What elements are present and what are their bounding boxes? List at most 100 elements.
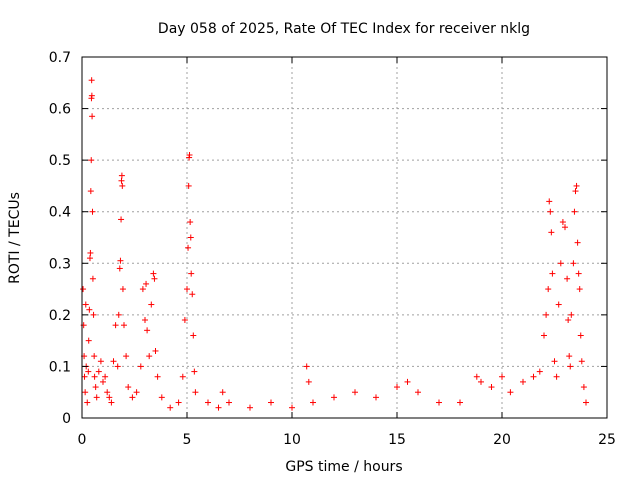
- data-point: [289, 404, 295, 411]
- data-point: [148, 301, 155, 308]
- data-point: [507, 389, 514, 396]
- data-point: [118, 177, 125, 184]
- data-point: [226, 399, 232, 406]
- data-point: [557, 260, 564, 267]
- data-point: [125, 384, 132, 391]
- data-point: [123, 353, 130, 360]
- data-point: [87, 249, 94, 256]
- y-tick-label: 0.6: [49, 102, 71, 118]
- data-point: [536, 368, 543, 375]
- data-point: [188, 270, 195, 277]
- data-point: [190, 332, 197, 339]
- data-point: [108, 399, 115, 406]
- y-tick-label: 0.3: [49, 256, 71, 272]
- data-point: [142, 317, 148, 324]
- data-point: [143, 280, 150, 287]
- data-point: [499, 373, 505, 380]
- data-point: [572, 188, 579, 195]
- x-tick-label: 5: [183, 432, 192, 448]
- data-point: [185, 182, 192, 189]
- data-point: [530, 373, 537, 380]
- data-point: [146, 353, 153, 360]
- data-point: [152, 347, 159, 354]
- data-point: [88, 77, 95, 84]
- data-point: [192, 389, 199, 396]
- data-point: [268, 399, 274, 406]
- data-point: [80, 286, 87, 293]
- data-point: [404, 378, 411, 385]
- data-point: [185, 244, 192, 251]
- data-point: [310, 399, 316, 406]
- data-point: [86, 306, 93, 313]
- data-point: [115, 311, 122, 318]
- x-tick-label: 20: [493, 432, 511, 448]
- data-point: [91, 373, 98, 380]
- data-point: [575, 270, 582, 277]
- data-point: [566, 353, 573, 360]
- data-point: [541, 332, 547, 339]
- data-point: [85, 337, 92, 344]
- data-point: [151, 275, 158, 282]
- plot-frame: [81, 56, 608, 419]
- data-point: [457, 399, 463, 406]
- data-point: [158, 394, 165, 401]
- data-point: [179, 373, 186, 380]
- data-point: [189, 291, 196, 298]
- data-point: [215, 404, 222, 411]
- data-point: [102, 373, 109, 380]
- data-point: [305, 378, 312, 385]
- data-point: [186, 151, 193, 158]
- data-point: [133, 389, 140, 396]
- data-point: [583, 399, 589, 406]
- y-tick-label: 0.2: [49, 308, 71, 324]
- data-point: [520, 378, 526, 385]
- data-point: [373, 394, 379, 401]
- data-point: [84, 399, 91, 406]
- data-point: [144, 327, 151, 334]
- data-point: [119, 286, 126, 293]
- data-point: [129, 394, 136, 401]
- data-point: [551, 358, 558, 365]
- data-point: [567, 363, 574, 370]
- data-points: [80, 77, 589, 411]
- data-point: [574, 239, 581, 246]
- data-point: [118, 172, 125, 179]
- data-point: [150, 270, 157, 277]
- axis-ticks: [81, 56, 608, 419]
- x-tick-labels: 0 5 10 15 20 25: [78, 432, 616, 448]
- data-point: [570, 260, 577, 267]
- data-point: [578, 358, 585, 365]
- y-tick-label: 0.4: [49, 205, 71, 221]
- data-point: [100, 378, 106, 385]
- data-point: [175, 399, 182, 406]
- data-point: [90, 311, 97, 318]
- data-point: [303, 363, 310, 370]
- data-point: [559, 219, 566, 226]
- data-point: [167, 404, 174, 411]
- data-point: [415, 389, 421, 396]
- data-point: [219, 389, 226, 396]
- data-point: [553, 373, 560, 380]
- data-point: [565, 317, 572, 324]
- data-point: [549, 270, 556, 277]
- data-point: [205, 399, 211, 406]
- x-tick-label: 0: [78, 432, 87, 448]
- data-point: [87, 188, 94, 195]
- data-point: [139, 286, 146, 293]
- data-point: [184, 286, 190, 293]
- data-point: [352, 389, 358, 396]
- data-point: [187, 234, 194, 241]
- data-point: [97, 358, 104, 365]
- data-point: [114, 363, 121, 370]
- data-point: [564, 275, 571, 282]
- data-point: [545, 286, 552, 293]
- x-tick-label: 15: [388, 432, 406, 448]
- data-point: [89, 275, 96, 282]
- data-point: [82, 389, 89, 396]
- data-point: [116, 265, 123, 272]
- data-point: [181, 317, 188, 324]
- data-point: [571, 208, 578, 215]
- data-point: [547, 208, 554, 215]
- data-point: [488, 384, 495, 391]
- data-point: [110, 358, 117, 365]
